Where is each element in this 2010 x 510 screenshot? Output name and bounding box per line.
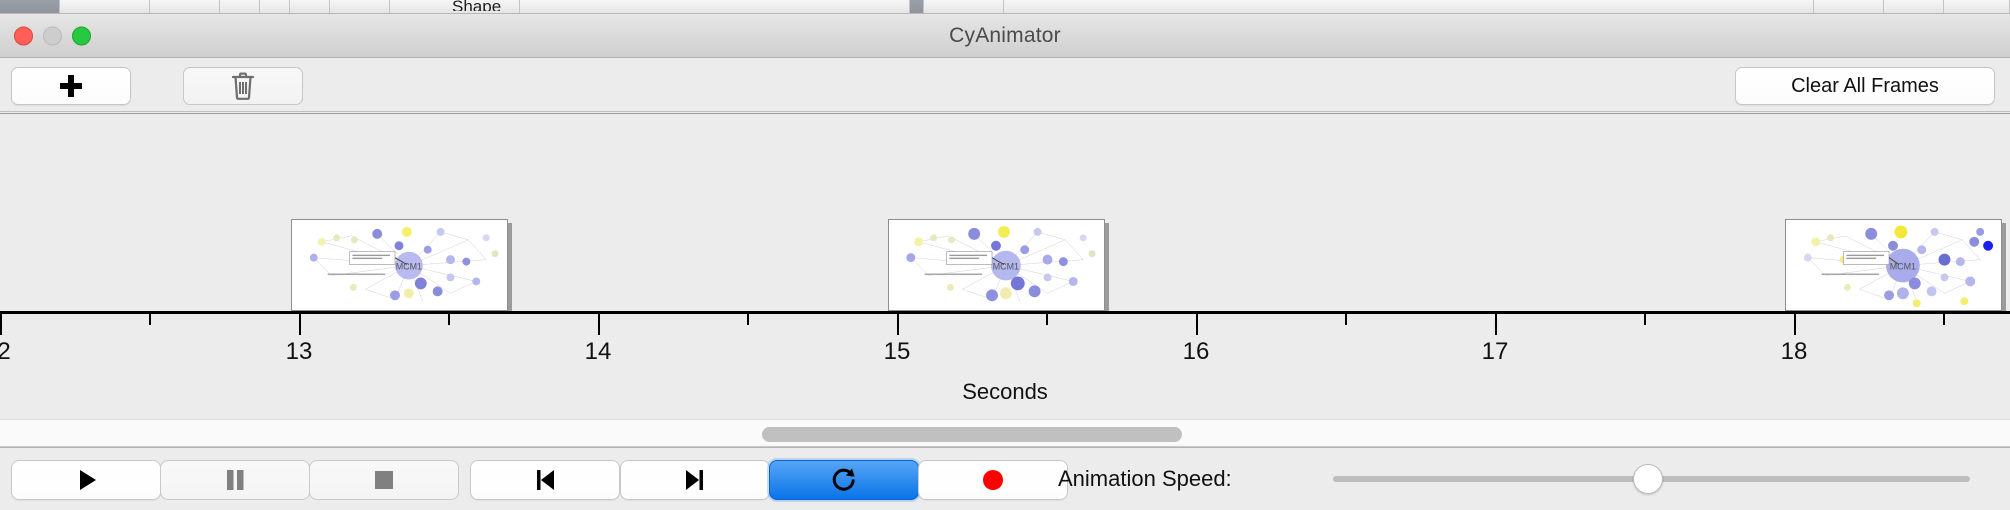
axis-tick-label: 13 bbox=[285, 338, 313, 365]
add-frame-button[interactable] bbox=[11, 67, 131, 105]
slider-thumb[interactable] bbox=[1633, 464, 1663, 494]
animation-speed-label: Animation Speed: bbox=[1058, 466, 1232, 491]
animation-speed-slider[interactable] bbox=[1333, 464, 1970, 494]
network-thumbnail-icon: MCM1 bbox=[889, 220, 1104, 310]
stop-button[interactable] bbox=[309, 460, 459, 500]
axis-tick-major bbox=[299, 314, 301, 335]
clear-all-frames-button[interactable]: Clear All Frames bbox=[1735, 67, 1995, 105]
axis-tick-major bbox=[897, 314, 899, 335]
loop-icon bbox=[832, 468, 855, 491]
network-thumbnail-icon: MCM1 bbox=[1786, 220, 2001, 310]
title-bar: CyAnimator bbox=[0, 14, 2010, 58]
pause-icon bbox=[227, 470, 244, 490]
skip-to-end-button[interactable] bbox=[620, 460, 770, 500]
axis-tick-minor bbox=[1345, 314, 1347, 325]
axis-tick-major bbox=[1495, 314, 1497, 335]
plus-icon bbox=[60, 75, 82, 97]
axis-tick-minor bbox=[1046, 314, 1048, 325]
timeline-frame-thumbnail[interactable]: MCM1 bbox=[1785, 219, 2002, 311]
axis-tick-label: 17 bbox=[1481, 338, 1509, 365]
skip-forward-icon bbox=[686, 470, 703, 490]
background-window-label: Shape bbox=[452, 0, 502, 11]
svg-text:MCM1: MCM1 bbox=[396, 262, 422, 272]
record-icon bbox=[983, 470, 1003, 490]
background-window-sliver: Shape bbox=[0, 0, 2010, 14]
timeline-axis: 2 13 14 15 16 17 18 Seconds bbox=[0, 311, 2010, 419]
axis-tick-minor bbox=[149, 314, 151, 325]
timeline-frame-thumbnail[interactable]: MCM1 bbox=[888, 219, 1105, 311]
skip-to-start-button[interactable] bbox=[470, 460, 620, 500]
axis-tick-minor bbox=[448, 314, 450, 325]
axis-tick-label: 14 bbox=[584, 338, 612, 365]
timeline-frame-thumbnail[interactable]: MCM1 bbox=[291, 219, 508, 311]
axis-tick-label: 18 bbox=[1780, 338, 1808, 365]
axis-tick-label: 15 bbox=[883, 338, 911, 365]
close-window-icon[interactable] bbox=[14, 26, 33, 45]
axis-tick-major bbox=[0, 314, 2, 335]
traffic-lights bbox=[14, 26, 91, 45]
axis-tick-minor bbox=[1943, 314, 1945, 325]
window-title: CyAnimator bbox=[949, 23, 1061, 47]
axis-tick-major bbox=[1196, 314, 1198, 335]
play-button[interactable] bbox=[11, 460, 161, 500]
axis-tick-label: 16 bbox=[1182, 338, 1210, 365]
axis-tick-minor bbox=[747, 314, 749, 325]
delete-frame-button[interactable] bbox=[183, 67, 303, 105]
trash-icon bbox=[231, 72, 255, 100]
minimize-window-icon[interactable] bbox=[43, 26, 62, 45]
skip-back-icon bbox=[537, 470, 554, 490]
scrollbar-thumb[interactable] bbox=[762, 427, 1182, 442]
svg-text:MCM1: MCM1 bbox=[1890, 262, 1916, 272]
timeline-scrollbar[interactable] bbox=[0, 419, 2010, 447]
record-button[interactable] bbox=[918, 460, 1068, 500]
axis-tick-major bbox=[598, 314, 600, 335]
axis-tick-label: 2 bbox=[0, 338, 11, 365]
frame-timeline[interactable]: MCM1 bbox=[0, 113, 2010, 311]
axis-title: Seconds bbox=[962, 379, 1048, 404]
axis-tick-minor bbox=[1644, 314, 1646, 325]
playback-controls: Animation Speed: bbox=[0, 447, 2010, 510]
pause-button[interactable] bbox=[160, 460, 310, 500]
maximize-window-icon[interactable] bbox=[72, 26, 91, 45]
play-icon bbox=[80, 470, 96, 490]
clear-all-frames-label: Clear All Frames bbox=[1791, 74, 1939, 97]
axis-line bbox=[0, 311, 2010, 314]
network-thumbnail-icon: MCM1 bbox=[292, 220, 507, 310]
toolbar: Clear All Frames bbox=[0, 59, 2010, 112]
loop-button[interactable] bbox=[769, 460, 919, 500]
stop-icon bbox=[375, 471, 393, 489]
axis-tick-major bbox=[1794, 314, 1796, 335]
svg-text:MCM1: MCM1 bbox=[993, 262, 1019, 272]
